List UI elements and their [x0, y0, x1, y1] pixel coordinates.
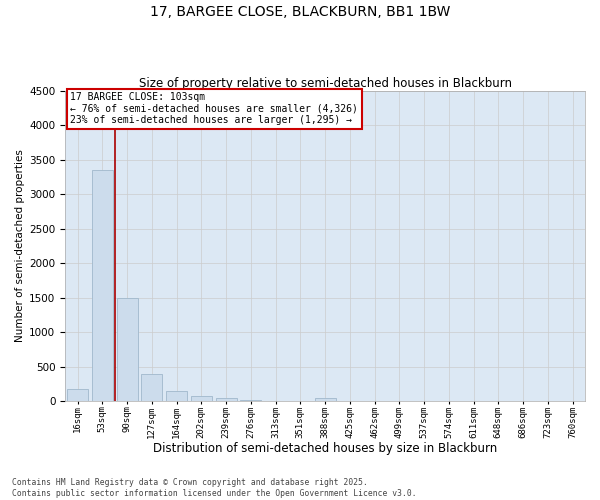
Y-axis label: Number of semi-detached properties: Number of semi-detached properties [15, 150, 25, 342]
Text: 17, BARGEE CLOSE, BLACKBURN, BB1 1BW: 17, BARGEE CLOSE, BLACKBURN, BB1 1BW [150, 5, 450, 19]
Bar [67, 388, 88, 402]
Text: Contains HM Land Registry data © Crown copyright and database right 2025.
Contai: Contains HM Land Registry data © Crown c… [12, 478, 416, 498]
Bar [116, 298, 137, 402]
Bar [191, 396, 212, 402]
Text: 17 BARGEE CLOSE: 103sqm
← 76% of semi-detached houses are smaller (4,326)
23% of: 17 BARGEE CLOSE: 103sqm ← 76% of semi-de… [70, 92, 358, 126]
Bar [92, 170, 113, 402]
Bar [215, 398, 236, 402]
Title: Size of property relative to semi-detached houses in Blackburn: Size of property relative to semi-detach… [139, 76, 512, 90]
Bar [314, 398, 335, 402]
Bar [166, 392, 187, 402]
Bar [240, 400, 262, 402]
Bar [141, 374, 163, 402]
X-axis label: Distribution of semi-detached houses by size in Blackburn: Distribution of semi-detached houses by … [153, 442, 497, 455]
